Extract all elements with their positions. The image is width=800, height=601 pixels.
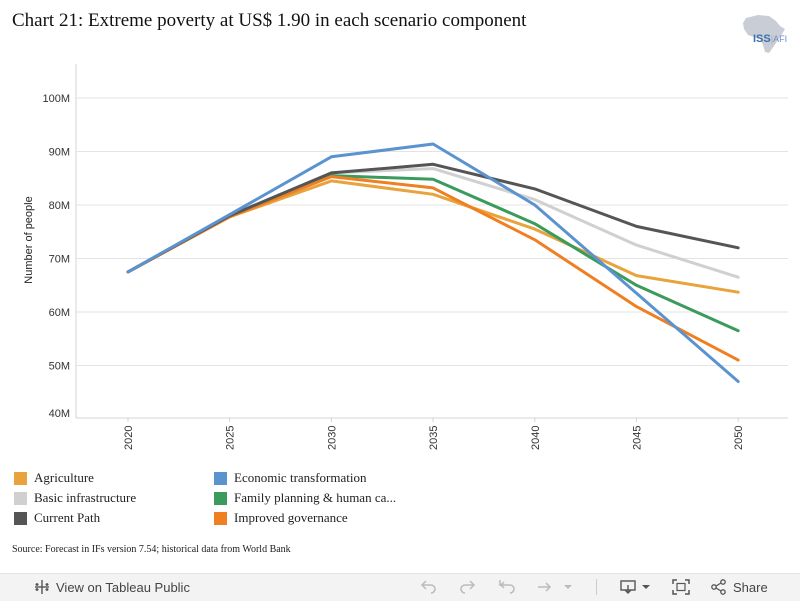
- chart-title: Chart 21: Extreme poverty at US$ 1.90 in…: [12, 10, 527, 31]
- refresh-button[interactable]: [536, 579, 576, 595]
- legend-label: Current Path: [34, 510, 101, 525]
- undo-icon: [420, 580, 436, 594]
- series-line-family-planning-human-ca: [126, 174, 740, 333]
- logo-main: ISS: [753, 33, 771, 45]
- share-label: Share: [733, 579, 768, 595]
- y-tick-label: 100M: [42, 93, 70, 105]
- y-tick-label: 60M: [49, 307, 70, 319]
- x-tick-label: 2020: [123, 426, 135, 450]
- legend-label: Basic infrastructure: [34, 490, 137, 505]
- revert-icon: [499, 580, 515, 594]
- source-note: Source: Forecast in IFs version 7.54; hi…: [12, 544, 291, 555]
- download-button[interactable]: [620, 579, 654, 595]
- legend-label: Economic transformation: [234, 470, 367, 485]
- legend-item-agriculture[interactable]: Agriculture: [14, 468, 94, 488]
- africa-map-logo-icon: [743, 15, 785, 53]
- legend-label: Family planning & human ca...: [234, 490, 397, 505]
- legend-item-current-path[interactable]: Current Path: [14, 508, 100, 528]
- y-tick-label: 70M: [49, 254, 70, 266]
- line-chart: 40M 50M 60M 70M 80M 90M 100M 2020 2025 2030 2035 20…: [23, 64, 788, 450]
- legend-swatch: [14, 471, 27, 485]
- legend-item-improved-governance[interactable]: Improved governance: [214, 508, 348, 528]
- undo-button[interactable]: [420, 579, 438, 595]
- tableau-icon: [35, 580, 49, 594]
- legend-swatch: [214, 511, 227, 525]
- view-on-tableau-label: View on Tableau Public: [56, 579, 190, 595]
- series-line-economic-transformation: [126, 142, 740, 383]
- y-tick-label: 90M: [49, 147, 70, 159]
- share-icon: [711, 579, 726, 595]
- y-tick-label: 80M: [49, 200, 70, 212]
- legend-swatch: [14, 491, 27, 505]
- fullscreen-button[interactable]: [672, 579, 690, 595]
- legend-label: Agriculture: [34, 470, 94, 485]
- legend-swatch: [14, 511, 27, 525]
- legend: Agriculture Economic transformation Basi…: [14, 468, 444, 528]
- x-tick-label: 2030: [326, 426, 338, 450]
- refresh-icon: [538, 582, 572, 592]
- fullscreen-icon: [672, 579, 690, 595]
- x-tick-label: 2050: [733, 426, 745, 450]
- x-tick-label: 2045: [632, 426, 644, 450]
- y-axis-title: Number of people: [23, 196, 35, 283]
- legend-label: Improved governance: [234, 510, 348, 525]
- redo-button[interactable]: [458, 579, 476, 595]
- legend-item-economic-transformation[interactable]: Economic transformation: [214, 468, 367, 488]
- view-on-tableau-button[interactable]: View on Tableau Public: [34, 579, 190, 595]
- toolbar-divider: [596, 579, 597, 595]
- series-line-improved-governance: [126, 175, 740, 362]
- legend-item-basic-infrastructure[interactable]: Basic infrastructure: [14, 488, 136, 508]
- legend-swatch: [214, 471, 227, 485]
- iss-logo: ISS|AFI: [753, 33, 788, 45]
- x-tick-label: 2040: [530, 426, 542, 450]
- revert-button[interactable]: [498, 579, 516, 595]
- redo-icon: [460, 580, 476, 594]
- y-tick-label: 50M: [49, 361, 70, 373]
- share-button[interactable]: Share: [710, 579, 768, 595]
- x-tick-label: 2025: [225, 426, 237, 450]
- series-line-agriculture: [126, 179, 740, 294]
- x-tick-label: 2035: [428, 426, 440, 450]
- legend-item-family-planning[interactable]: Family planning & human ca...: [214, 488, 396, 508]
- tableau-toolbar: View on Tableau Public Share: [0, 573, 800, 601]
- y-tick-label: 40M: [49, 408, 70, 420]
- legend-swatch: [214, 491, 227, 505]
- download-icon: [620, 580, 650, 594]
- logo-sub: AFI: [773, 34, 788, 44]
